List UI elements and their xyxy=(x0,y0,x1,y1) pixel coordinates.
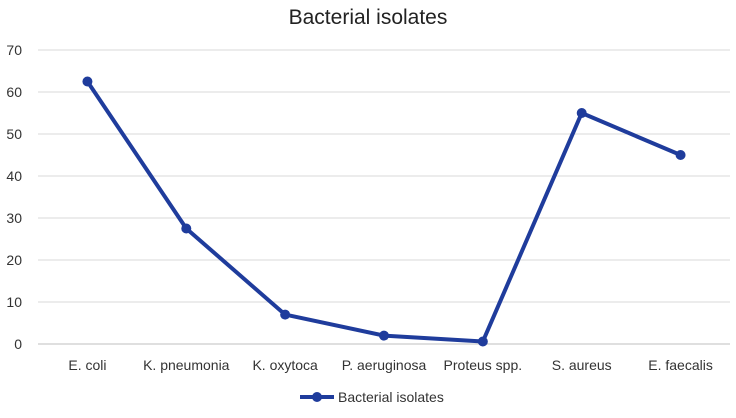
data-point xyxy=(181,223,192,234)
y-tick-label: 60 xyxy=(6,84,22,100)
legend-marker-swatch xyxy=(312,392,322,402)
legend-label: Bacterial isolates xyxy=(338,389,444,405)
x-tick-label: K. pneumonia xyxy=(143,357,230,373)
x-axis-ticks: E. coli K. pneumonia K. oxytoca P. aerugino… xyxy=(68,357,713,373)
data-point xyxy=(477,336,488,347)
x-tick-label: E. coli xyxy=(68,357,106,373)
data-point xyxy=(379,330,389,341)
y-tick-label: 70 xyxy=(6,42,22,58)
series-layer xyxy=(82,76,686,347)
y-tick-label: 30 xyxy=(6,210,22,226)
gridlines xyxy=(38,49,730,345)
data-point xyxy=(576,108,587,118)
y-axis-ticks: 0 10 20 30 40 50 60 70 xyxy=(6,42,22,352)
y-tick-label: 0 xyxy=(14,336,22,352)
x-tick-label: S. aureus xyxy=(552,357,612,373)
legend: Bacterial isolates xyxy=(300,389,444,405)
data-point xyxy=(675,150,686,160)
data-point xyxy=(280,309,291,320)
y-tick-label: 20 xyxy=(6,252,22,268)
x-tick-label: E. faecalis xyxy=(648,357,713,373)
y-tick-label: 10 xyxy=(6,294,22,310)
data-point xyxy=(82,76,93,87)
x-tick-label: K. oxytoca xyxy=(252,357,318,373)
x-tick-label: P. aeruginosa xyxy=(342,357,427,373)
y-tick-label: 40 xyxy=(6,168,22,184)
y-tick-label: 50 xyxy=(6,126,22,142)
x-tick-label: Proteus spp. xyxy=(444,357,523,373)
chart-title: Bacterial isolates xyxy=(289,6,448,29)
